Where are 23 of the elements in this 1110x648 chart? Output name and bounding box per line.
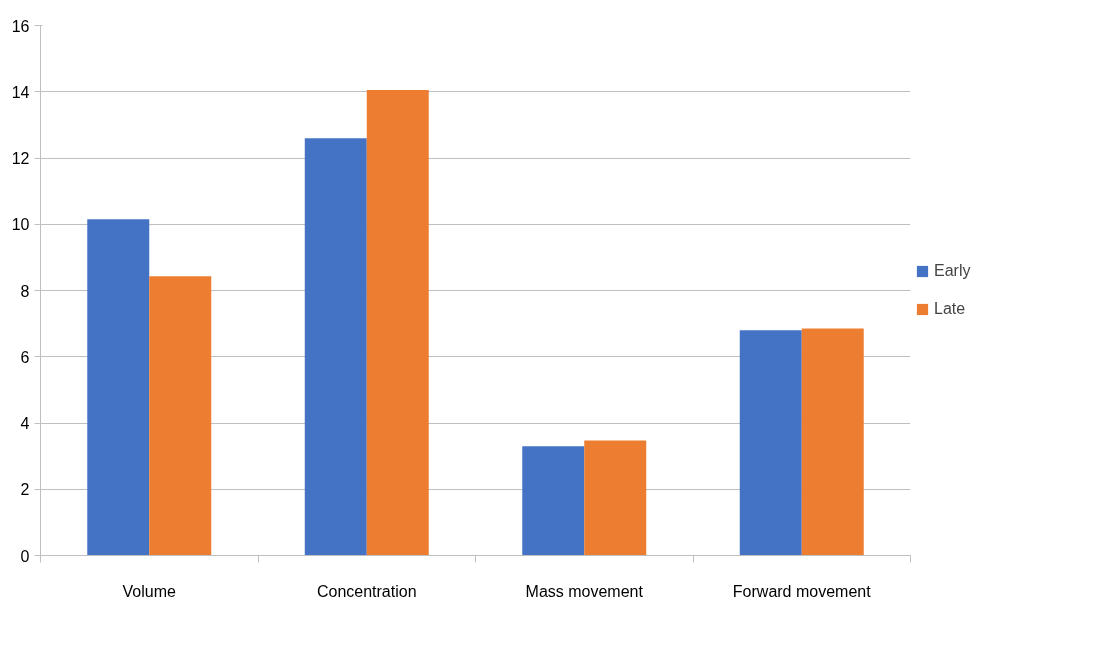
y-tick-label: 8 — [20, 282, 30, 300]
y-tick-label: 2 — [20, 481, 30, 499]
bar — [149, 276, 212, 556]
bar — [366, 90, 429, 556]
y-tick-label: 14 — [11, 83, 30, 101]
x-tick-label: Forward movement — [732, 582, 872, 600]
bar — [304, 138, 367, 556]
y-tick-label: 6 — [20, 348, 30, 366]
bar — [87, 219, 150, 556]
bar — [801, 328, 864, 556]
y-tick-label: 0 — [20, 547, 30, 565]
bar — [739, 330, 802, 556]
y-tick-label: 12 — [11, 150, 30, 167]
bar — [522, 446, 585, 556]
y-tick-label: 10 — [11, 216, 30, 234]
y-tick-label: 4 — [20, 415, 30, 432]
x-tick-label: Mass movement — [525, 582, 644, 600]
bar — [584, 440, 647, 556]
x-tick-label: Concentration — [316, 582, 417, 600]
legend-label: Late — [934, 300, 966, 318]
x-tick-label: Volume — [122, 582, 177, 600]
legend-label: Early — [934, 262, 971, 280]
y-tick-label: 16 — [11, 17, 30, 35]
